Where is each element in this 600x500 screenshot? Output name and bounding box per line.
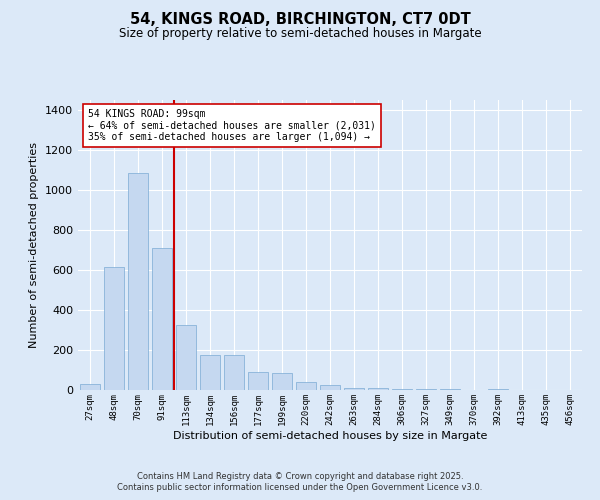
Bar bbox=[416, 389, 436, 390]
Bar bbox=[152, 248, 172, 390]
Bar bbox=[368, 388, 388, 390]
Bar bbox=[344, 388, 364, 390]
Text: 54 KINGS ROAD: 99sqm
← 64% of semi-detached houses are smaller (2,031)
35% of se: 54 KINGS ROAD: 99sqm ← 64% of semi-detac… bbox=[88, 108, 376, 142]
Bar bbox=[440, 389, 460, 390]
Bar bbox=[488, 389, 508, 390]
Bar bbox=[200, 355, 220, 390]
Y-axis label: Number of semi-detached properties: Number of semi-detached properties bbox=[29, 142, 40, 348]
Bar bbox=[392, 389, 412, 390]
Bar bbox=[320, 385, 340, 390]
Bar bbox=[296, 382, 316, 390]
Bar bbox=[176, 325, 196, 390]
Text: 54, KINGS ROAD, BIRCHINGTON, CT7 0DT: 54, KINGS ROAD, BIRCHINGTON, CT7 0DT bbox=[130, 12, 470, 28]
Text: Contains HM Land Registry data © Crown copyright and database right 2025.
Contai: Contains HM Land Registry data © Crown c… bbox=[118, 472, 482, 492]
Bar bbox=[128, 173, 148, 390]
Bar bbox=[80, 384, 100, 390]
X-axis label: Distribution of semi-detached houses by size in Margate: Distribution of semi-detached houses by … bbox=[173, 430, 487, 440]
Bar bbox=[224, 355, 244, 390]
Text: Size of property relative to semi-detached houses in Margate: Size of property relative to semi-detach… bbox=[119, 28, 481, 40]
Bar bbox=[272, 373, 292, 390]
Bar bbox=[248, 372, 268, 390]
Bar bbox=[104, 267, 124, 390]
